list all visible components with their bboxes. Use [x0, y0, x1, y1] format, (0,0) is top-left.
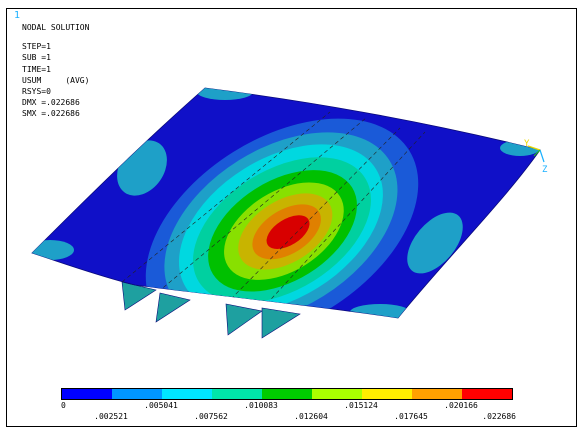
- legend-tick-label: .010083: [244, 401, 278, 410]
- stiffener-fin: [225, 303, 263, 336]
- triad-axis: [539, 149, 545, 163]
- legend-tick-label: .012604: [294, 412, 328, 421]
- legend-tick-label: .022686: [482, 412, 516, 421]
- corner-patch: [197, 88, 253, 100]
- triad-axis: [533, 149, 541, 157]
- legend-tick-label: .007562: [194, 412, 228, 421]
- info-panel: NODAL SOLUTION STEP=1 SUB =1 TIME=1 USUM…: [22, 22, 89, 120]
- contour-band-9: [266, 215, 310, 249]
- axis-triad: Y Z: [524, 139, 548, 175]
- triad-z-label: Z: [542, 165, 548, 175]
- stiffener-lines: [121, 111, 426, 310]
- color-legend: 0 .002521 .005041 .007562 .010083 .012604 .015…: [60, 387, 516, 423]
- info-dmx: DMX =.022686: [22, 98, 80, 108]
- stiffener-line: [157, 117, 367, 293]
- plot-title: NODAL SOLUTION: [22, 23, 90, 32]
- stiffener-fin: [155, 292, 191, 323]
- info-rsys: RSYS=0: [22, 87, 51, 97]
- legend-swatch: [312, 389, 362, 399]
- legend-swatch: [162, 389, 212, 399]
- corner-patch: [350, 304, 410, 318]
- stiffener-fin: [121, 281, 157, 311]
- legend-swatch: [212, 389, 262, 399]
- stiffener-line: [261, 131, 426, 310]
- info-smx: SMX =.022686: [22, 109, 80, 119]
- triad-y-label: Y: [524, 139, 530, 149]
- legend-tick-label: .017645: [394, 412, 428, 421]
- stiffener-fin: [261, 307, 301, 339]
- info-step: STEP=1: [22, 42, 51, 52]
- corner-patch: [32, 240, 74, 260]
- legend-tick-label: .015124: [344, 401, 378, 410]
- legend-swatch: [362, 389, 412, 399]
- legend-bar: [61, 388, 513, 400]
- legend-tick-label: .002521: [94, 412, 128, 421]
- stiffeners: [121, 281, 301, 339]
- stiffener-line: [121, 111, 331, 283]
- info-sub: SUB =1: [22, 53, 51, 63]
- legend-tick-label: .020166: [444, 401, 478, 410]
- window-number: 1: [14, 10, 21, 21]
- legend-swatch: [262, 389, 312, 399]
- corner-patch: [407, 212, 463, 274]
- legend-swatch: [112, 389, 162, 399]
- legend-swatch: [412, 389, 462, 399]
- legend-swatch: [462, 389, 512, 399]
- legend-tick-label: .005041: [144, 401, 178, 410]
- contour-bands: [145, 118, 419, 318]
- stiffener-line: [225, 127, 401, 305]
- info-time: TIME=1: [22, 64, 51, 74]
- legend-tick-label: 0: [61, 401, 66, 410]
- legend-swatch: [62, 389, 112, 399]
- info-usum: USUM (AVG): [22, 75, 90, 85]
- triad-axis: [527, 145, 541, 151]
- plate: [31, 87, 541, 319]
